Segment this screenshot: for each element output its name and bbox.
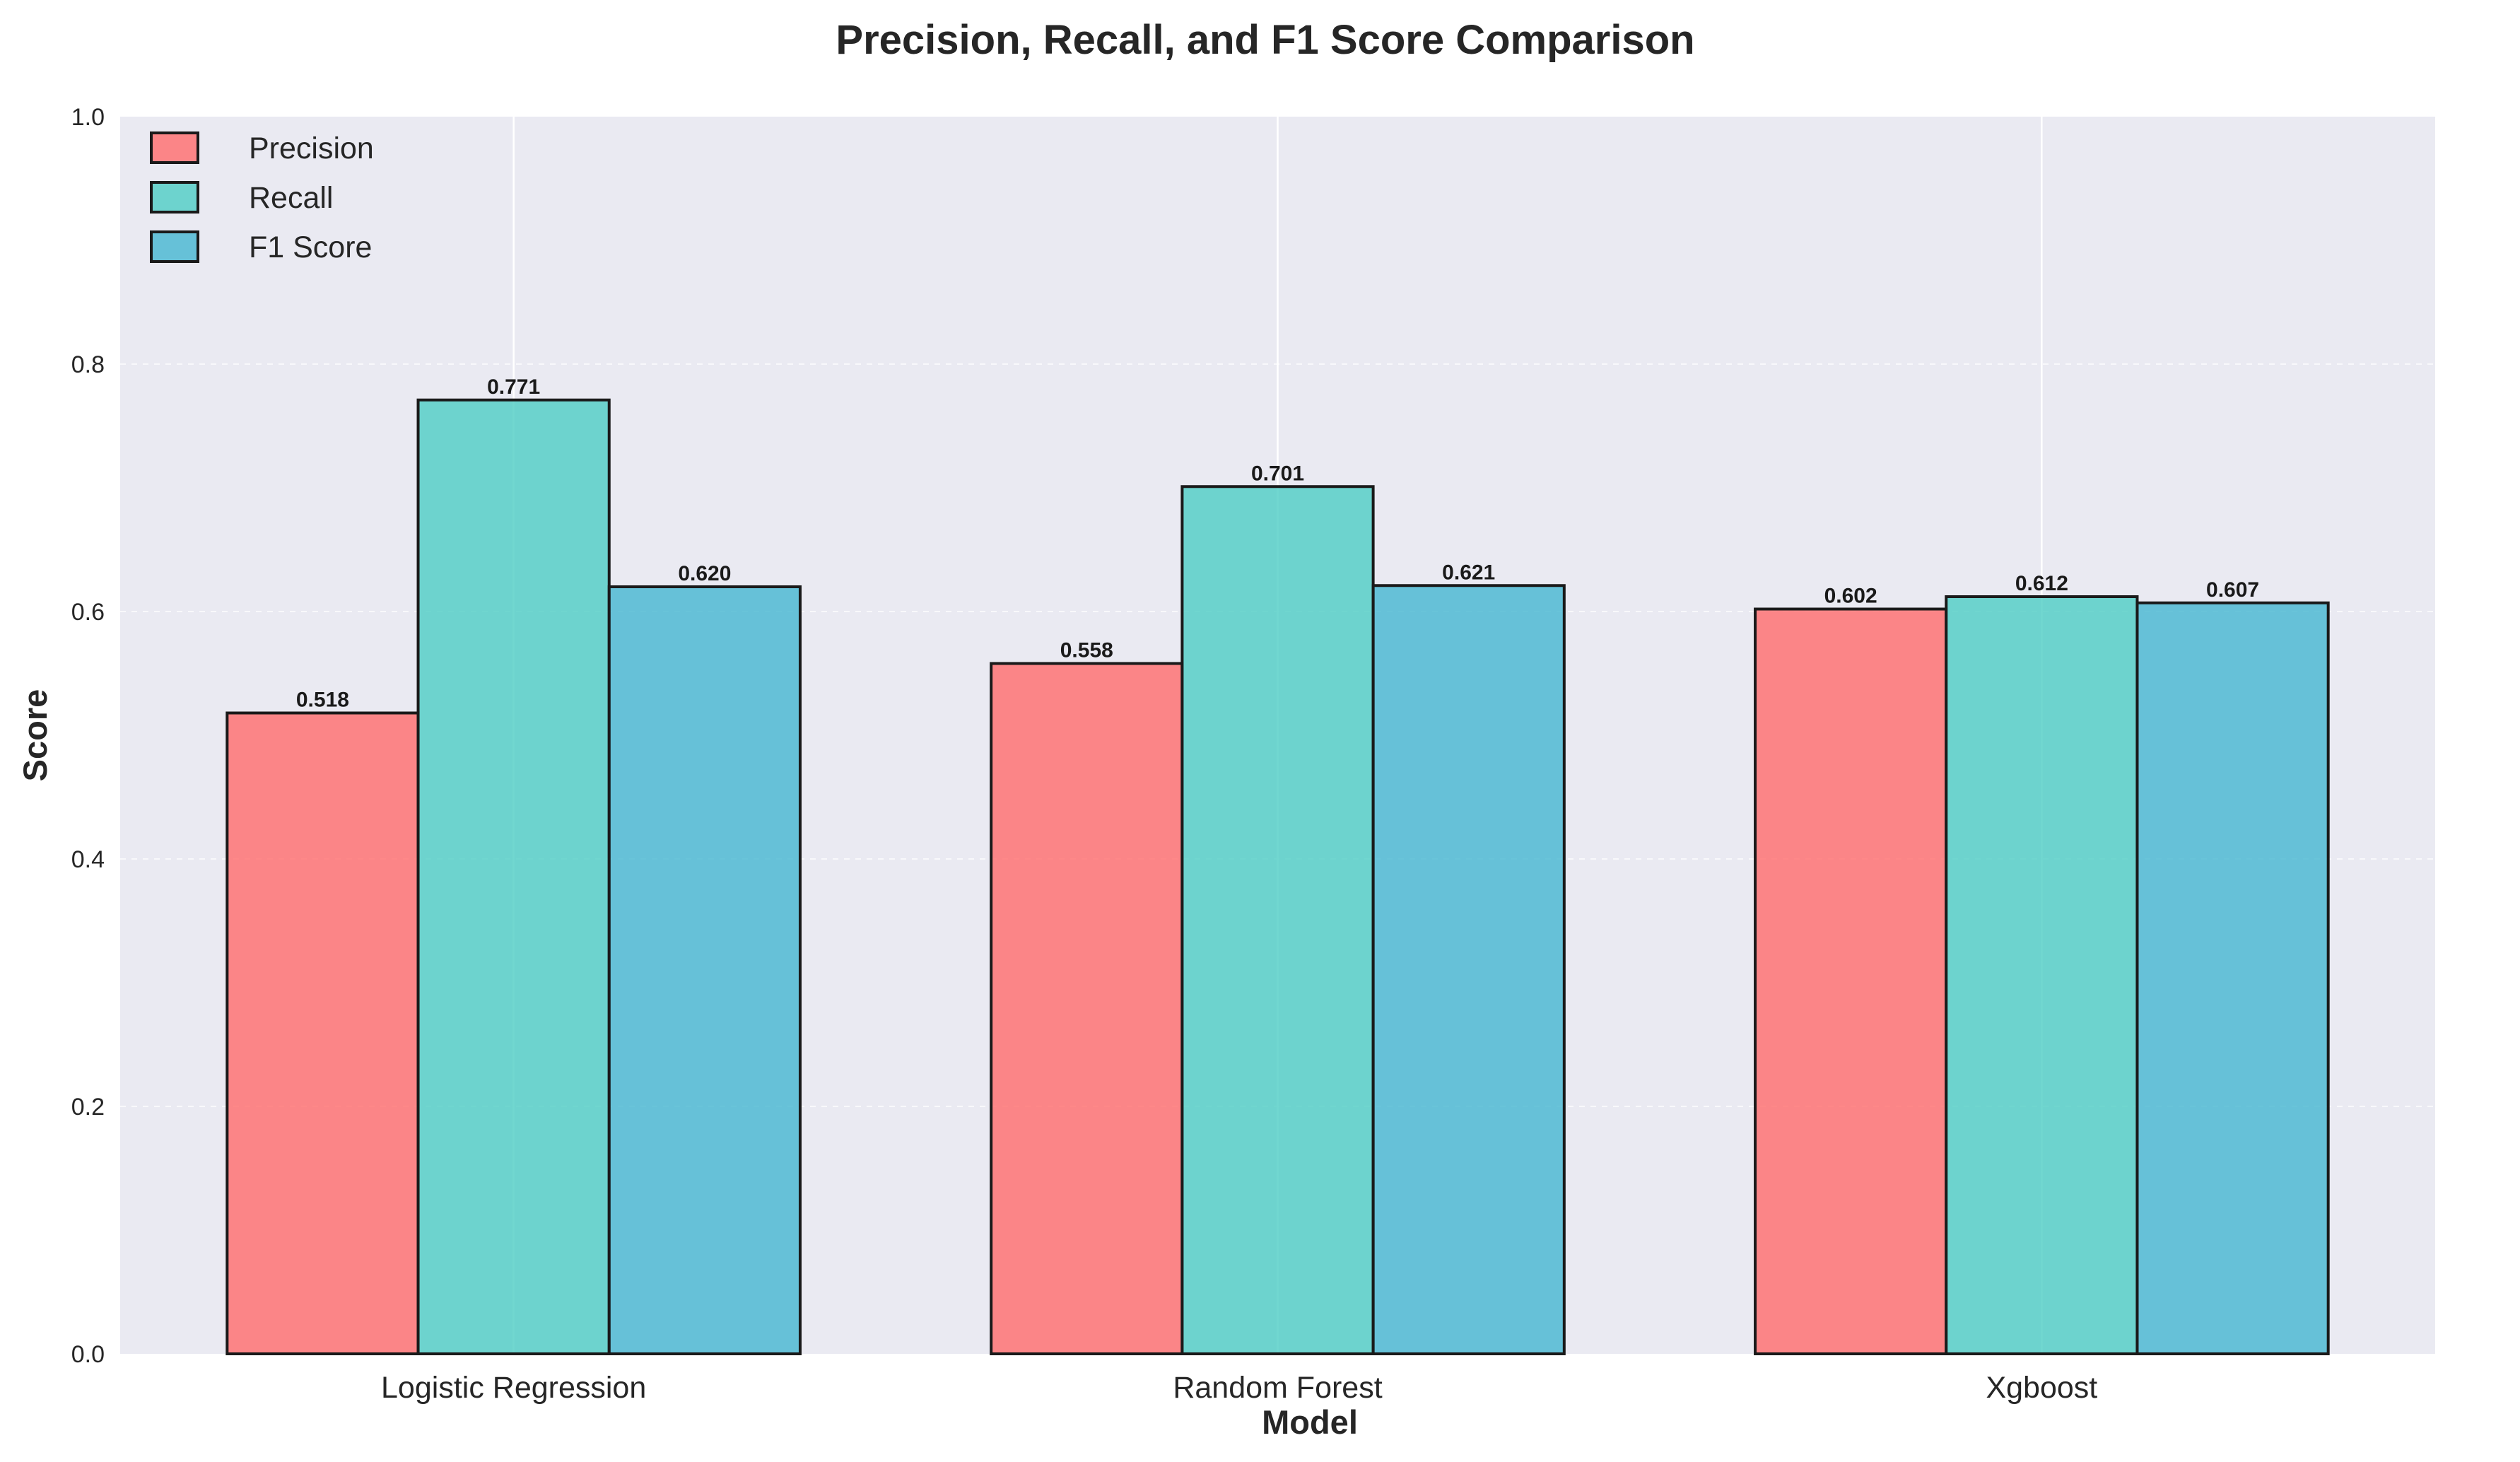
y-tick-label: 1.0 xyxy=(71,104,105,131)
legend-swatch xyxy=(150,230,199,263)
bar-value-label: 0.518 xyxy=(296,689,349,712)
bar-recall xyxy=(1180,485,1375,1355)
x-tick-label: Logistic Regression xyxy=(381,1371,646,1405)
x-tick-label: Xgboost xyxy=(1986,1371,2097,1405)
bar-precision xyxy=(990,662,1184,1355)
y-tick-label: 0.0 xyxy=(71,1341,105,1368)
x-axis-label: Model xyxy=(1262,1403,1358,1441)
legend-label: F1 Score xyxy=(249,230,372,264)
bar-value-label: 0.620 xyxy=(678,562,731,585)
bar-value-label: 0.602 xyxy=(1824,585,1877,608)
y-tick-label: 0.8 xyxy=(71,351,105,378)
legend-label: Precision xyxy=(249,131,374,165)
bar-recall xyxy=(416,398,611,1355)
value-labels: 0.518 0.558 0.602 0.771 0.701 0.612 0.620 0.621… xyxy=(296,375,2259,712)
bar-recall xyxy=(1945,595,2139,1355)
legend-swatch xyxy=(150,181,199,214)
y-tick-label: 0.6 xyxy=(71,599,105,626)
bar-precision xyxy=(225,711,420,1355)
bar-f1-score xyxy=(1371,584,1566,1355)
x-tick-label: Random Forest xyxy=(1173,1371,1382,1405)
bar-f1-score xyxy=(607,585,802,1355)
bar-value-label: 0.771 xyxy=(487,375,540,399)
chart-title: Precision, Recall, and F1 Score Comparis… xyxy=(836,17,1694,63)
bar-value-label: 0.621 xyxy=(1442,561,1495,584)
bar-f1-score xyxy=(2135,601,2330,1355)
bar-value-label: 0.607 xyxy=(2206,578,2259,602)
legend: Precision Recall F1 Score xyxy=(150,131,374,264)
bar-value-label: 0.701 xyxy=(1251,462,1304,485)
y-axis-label: Score xyxy=(16,689,54,782)
y-tick-label: 0.4 xyxy=(71,846,105,873)
bar-value-label: 0.612 xyxy=(2015,572,2068,595)
legend-label: Recall xyxy=(249,181,334,215)
x-axis-ticks: Logistic Regression Random Forest Xgboost xyxy=(381,1371,2097,1405)
bars xyxy=(225,398,2330,1355)
bar-value-label: 0.558 xyxy=(1060,639,1113,662)
legend-swatch xyxy=(150,131,199,164)
bar-precision xyxy=(1754,607,1948,1355)
y-tick-label: 0.2 xyxy=(71,1094,105,1121)
y-axis-ticks: 0.0 0.2 0.4 0.6 0.8 1.0 xyxy=(71,104,105,1368)
